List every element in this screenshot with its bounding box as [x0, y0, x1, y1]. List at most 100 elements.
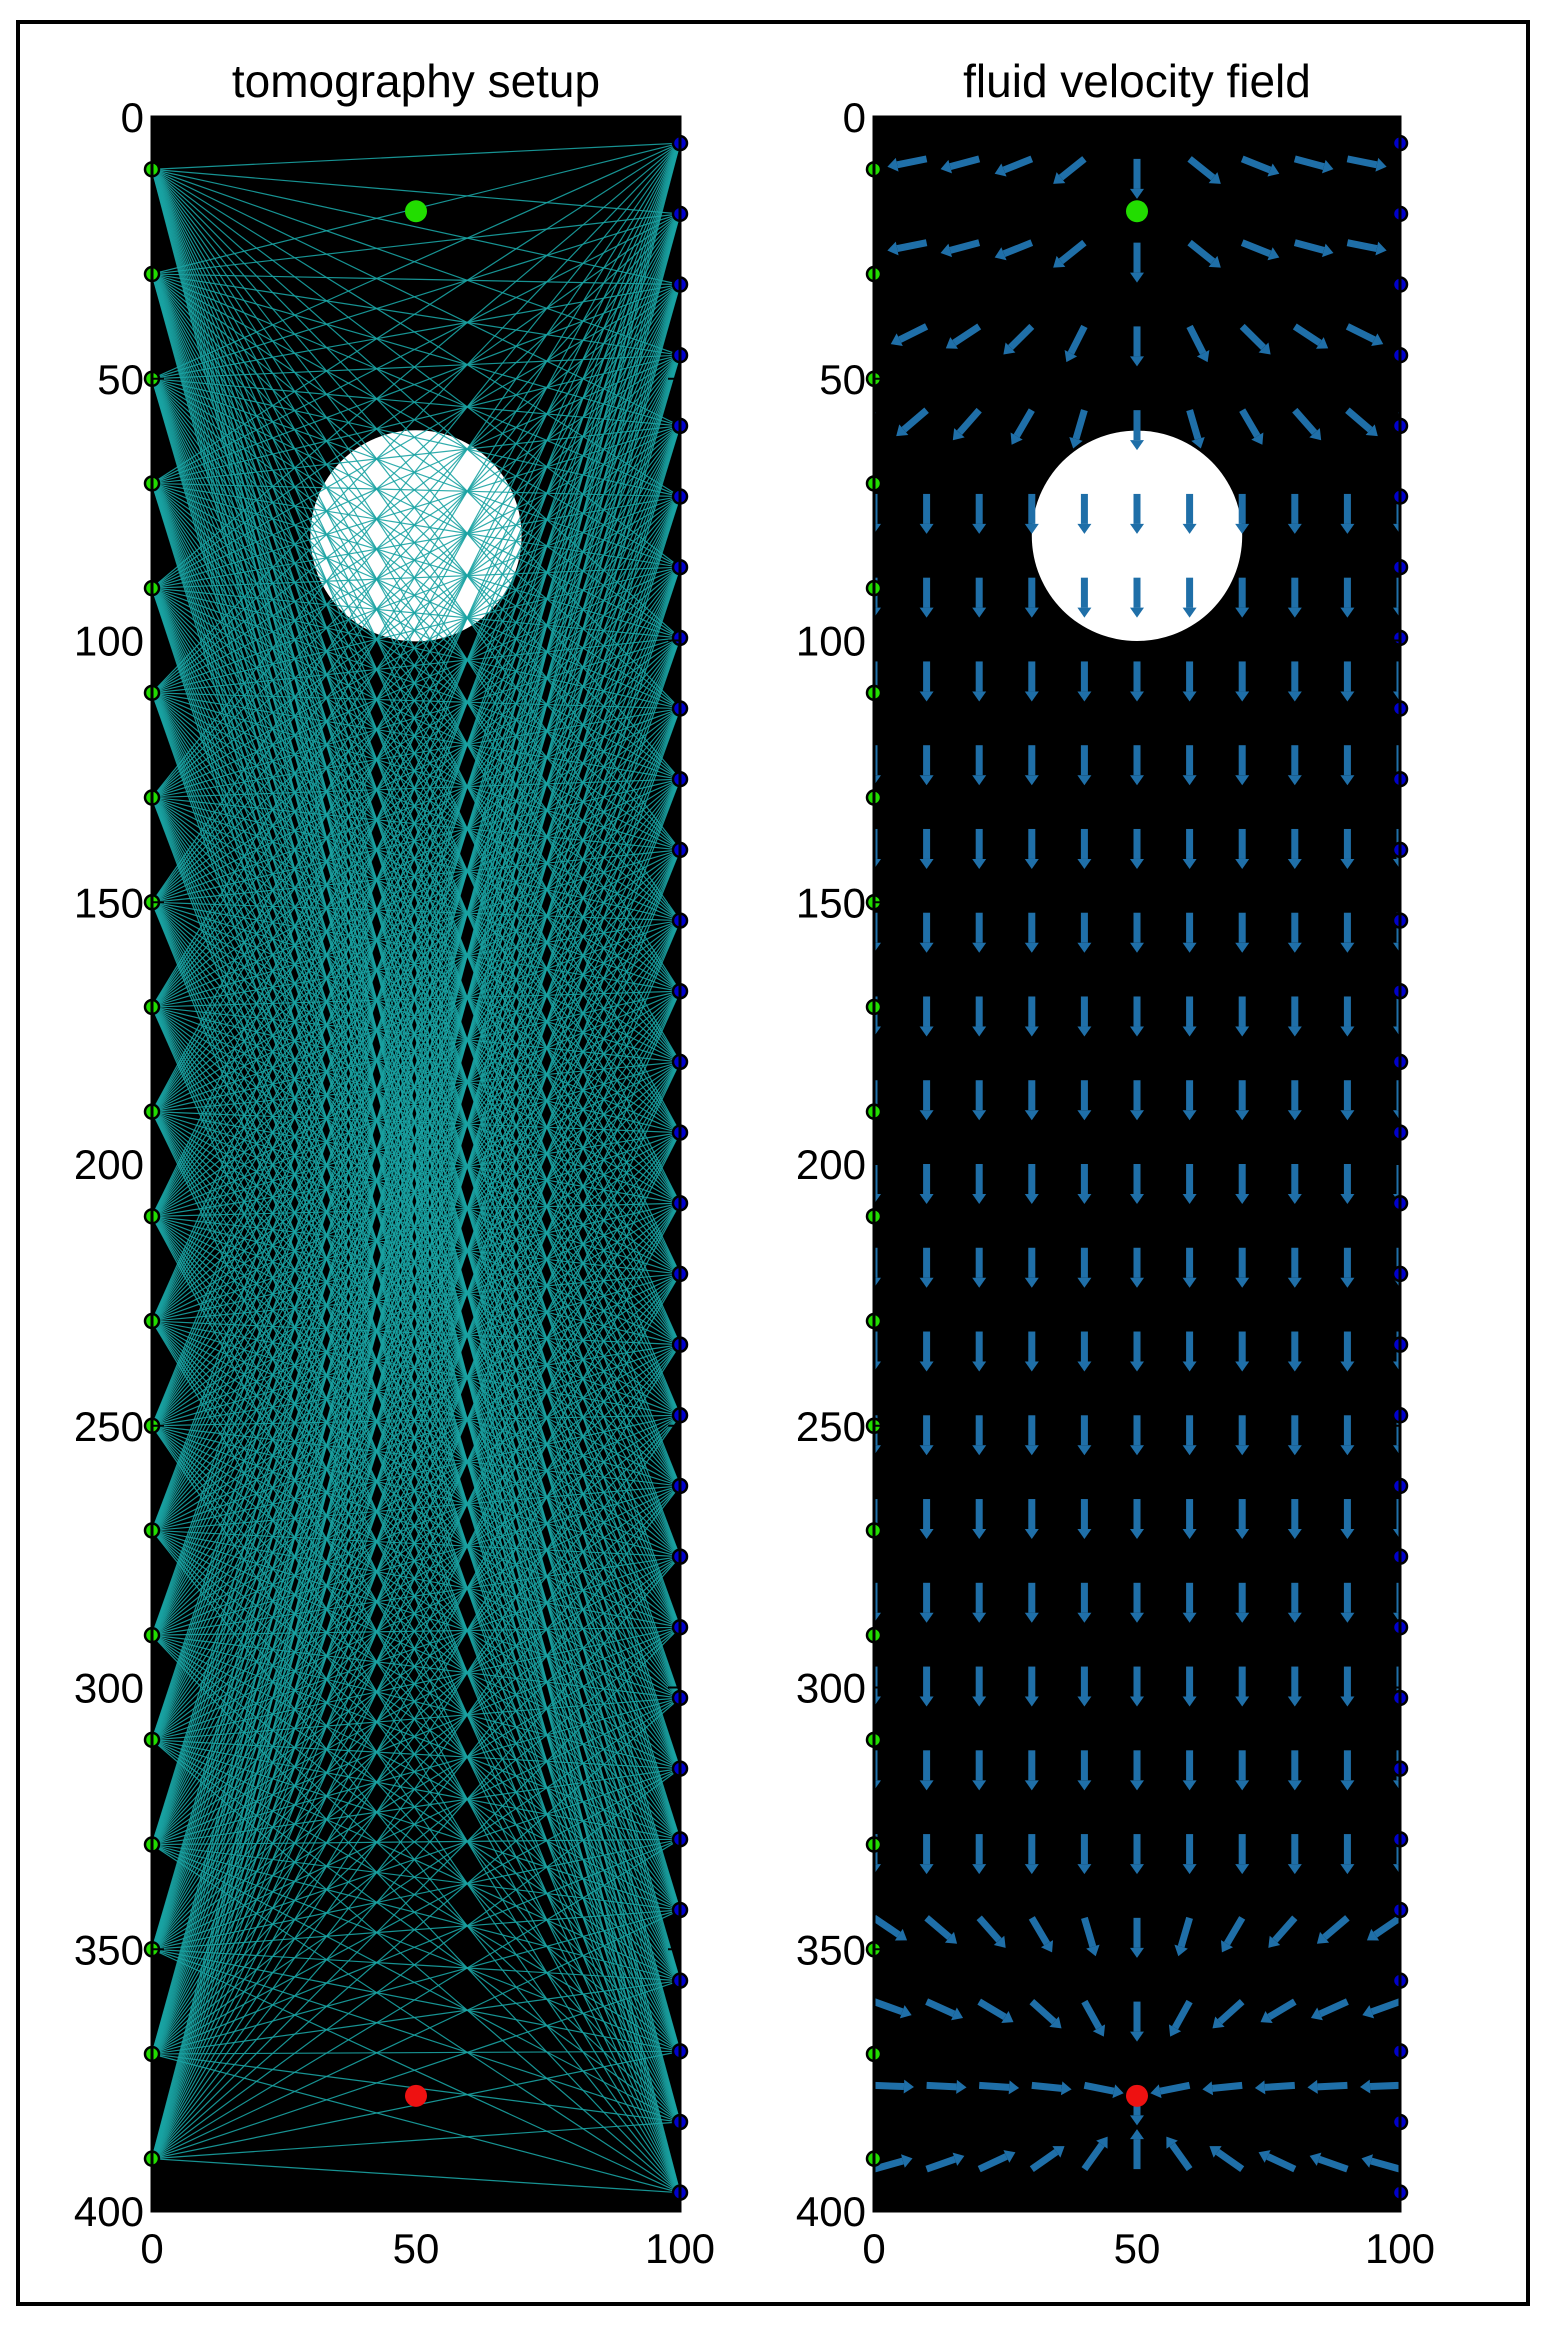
velocity-arrow [919, 1834, 934, 1875]
ray-line [152, 1006, 680, 1487]
ray-line [152, 901, 680, 1204]
velocity-arrow-inside-obstacle [1077, 493, 1092, 534]
ray-line [152, 273, 680, 851]
ray-line [152, 1634, 680, 1911]
ray-line [152, 425, 680, 485]
ray-line [152, 920, 680, 2159]
ray-line [152, 1202, 680, 2159]
velocity-arrow [874, 1834, 881, 1875]
ray-line [152, 168, 680, 215]
ray-line [152, 692, 680, 1063]
ray-line [152, 496, 680, 2055]
velocity-arrow [1212, 1998, 1245, 2029]
ray-line [152, 1425, 680, 1699]
velocity-arrow [1239, 408, 1264, 445]
ray-line [152, 587, 680, 1063]
ray-line [152, 213, 680, 1426]
velocity-arrow [1024, 1750, 1039, 1791]
velocity-arrow [1235, 828, 1250, 869]
ray-line [152, 901, 680, 1134]
ray-line [152, 692, 680, 1204]
ray-line [152, 273, 680, 710]
ray-line [152, 142, 680, 484]
velocity-arrow [945, 323, 982, 349]
velocity-arrow [1235, 577, 1250, 618]
velocity-arrow [1186, 324, 1210, 363]
ray-line [152, 1132, 680, 1427]
velocity-arrow [1316, 1915, 1350, 1944]
ray-line [152, 1626, 680, 2055]
ray-line [152, 797, 680, 1981]
ray-line [152, 142, 680, 1322]
ray-line [152, 1344, 680, 1845]
ray-line [152, 1215, 680, 1275]
ray-line [152, 778, 680, 1322]
velocity-arrow [1254, 2080, 1296, 2095]
velocity-arrow [1186, 409, 1205, 449]
ray-line [152, 1344, 680, 2159]
ray-line [152, 496, 680, 2159]
ray-line [152, 1529, 680, 1982]
ray-line [152, 849, 680, 903]
ray-line [152, 143, 680, 2055]
ray-line [152, 566, 680, 799]
ray-line [152, 284, 680, 1112]
velocity-arrow [972, 745, 987, 786]
y-tick-label: 350 [796, 1926, 866, 1973]
ray-line [152, 284, 680, 2055]
ray-line [152, 637, 680, 1008]
ray-line [152, 901, 680, 2052]
velocity-arrow-inside-obstacle [1130, 577, 1144, 618]
velocity-arrow [976, 1915, 1006, 1948]
ray-line [152, 169, 680, 1063]
ray-line [152, 1006, 680, 2052]
ray-line [152, 1838, 680, 2160]
x-tick-label: 100 [1365, 2225, 1435, 2272]
velocity-arrow [1130, 996, 1144, 1037]
y-tick-label: 150 [796, 879, 866, 926]
ray-line [152, 213, 680, 1950]
ray-line [152, 273, 680, 427]
ray-line [152, 1215, 680, 1628]
ray-line [152, 1061, 680, 1636]
ray-line [152, 1529, 680, 1840]
ray-line [152, 990, 680, 1008]
velocity-arrow [1150, 2081, 1191, 2099]
velocity-arrow [1077, 1080, 1092, 1121]
velocity-arrow [1235, 1499, 1250, 1540]
ray-line [152, 901, 680, 1981]
velocity-arrow [874, 326, 876, 331]
y-tick-label: 200 [74, 1141, 144, 1188]
ray-line [152, 273, 680, 1204]
ray-line [152, 1111, 680, 1770]
ray-line [152, 1838, 680, 2055]
ray-line [152, 920, 680, 2055]
ray-line [152, 1425, 680, 1840]
velocity-arrow [887, 239, 928, 256]
velocity-arrow [1130, 1834, 1144, 1875]
ray-line [152, 920, 680, 1427]
ray-line [152, 902, 680, 2123]
velocity-arrow [1130, 1080, 1144, 1121]
ray-line [152, 483, 680, 1275]
velocity-arrow [1182, 1750, 1197, 1791]
velocity-arrow [972, 1499, 987, 1540]
ray-line [152, 920, 680, 1322]
velocity-arrow [1130, 1331, 1144, 1372]
ray-line [152, 2050, 680, 2055]
ray-line [152, 273, 680, 1345]
velocity-arrow [1024, 1666, 1039, 1707]
velocity-arrow [1287, 996, 1302, 1037]
ray-line [152, 692, 680, 851]
ray-line [152, 901, 680, 1558]
velocity-arrow [1077, 1331, 1092, 1372]
ray-line [152, 1216, 680, 1982]
ray-line [152, 1202, 680, 1531]
ray-line [152, 1948, 680, 2052]
ray-line [152, 708, 680, 2159]
ray-line [152, 1273, 680, 2159]
y-tick-label: 350 [74, 1926, 144, 1973]
ray-line [152, 797, 680, 1346]
ray-line [152, 692, 680, 1911]
velocity-arrow [1029, 2146, 1065, 2172]
